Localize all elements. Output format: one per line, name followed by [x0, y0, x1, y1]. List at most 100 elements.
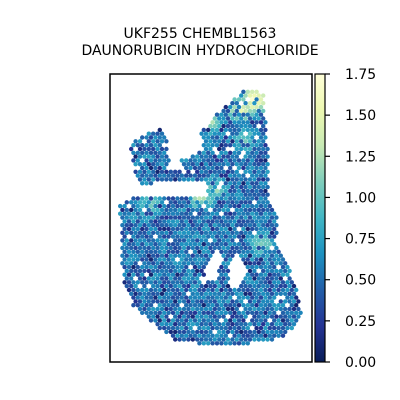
spot — [261, 101, 266, 106]
spot — [217, 283, 222, 289]
spot — [166, 272, 171, 277]
spot — [208, 314, 213, 319]
spot — [155, 276, 160, 281]
spot — [289, 287, 294, 293]
spot — [225, 299, 231, 304]
spot — [195, 291, 200, 296]
spot — [274, 268, 279, 274]
spot — [232, 104, 237, 110]
spot — [265, 192, 270, 197]
spot — [195, 283, 200, 289]
spot — [230, 306, 235, 312]
spot — [256, 154, 261, 159]
spot — [258, 219, 264, 224]
colorbar — [314, 73, 326, 363]
spot — [197, 150, 202, 155]
spot — [146, 146, 151, 152]
spot — [263, 127, 268, 133]
spot — [221, 207, 226, 213]
spot — [269, 283, 275, 289]
spot — [219, 295, 224, 300]
spot — [210, 203, 215, 209]
spot — [170, 249, 176, 254]
spot — [232, 203, 237, 209]
spot — [252, 123, 257, 129]
spot — [252, 108, 257, 114]
spot — [263, 264, 268, 270]
spot — [212, 131, 217, 136]
spot — [199, 291, 204, 296]
spot — [199, 322, 204, 327]
spot — [272, 249, 277, 254]
spot — [250, 97, 255, 102]
spot — [144, 158, 149, 163]
spot — [256, 215, 261, 220]
spot — [225, 184, 231, 190]
spot — [258, 295, 264, 300]
plot-frame — [109, 73, 313, 363]
spot — [142, 177, 147, 182]
spot — [175, 234, 180, 239]
spot — [254, 97, 259, 102]
spot — [173, 322, 178, 327]
spot — [153, 264, 158, 270]
spot — [186, 261, 191, 266]
spot — [170, 173, 176, 178]
spot — [278, 261, 283, 266]
spot — [267, 203, 272, 209]
spot — [206, 165, 211, 171]
spot — [133, 261, 138, 266]
spot — [188, 325, 193, 331]
spot — [252, 276, 257, 281]
spot — [159, 169, 165, 174]
spot — [261, 215, 266, 220]
spot — [177, 329, 182, 335]
spot — [175, 219, 180, 224]
spot — [177, 291, 182, 296]
spot — [223, 325, 228, 331]
spot — [221, 253, 226, 258]
spot — [241, 211, 246, 216]
spot — [263, 272, 268, 277]
spot — [195, 154, 200, 159]
spot — [291, 283, 297, 289]
spot — [192, 242, 198, 247]
spot — [129, 223, 134, 228]
spot — [258, 150, 264, 155]
spot — [250, 310, 255, 315]
spot — [181, 162, 187, 167]
spot — [208, 131, 213, 136]
spot — [203, 169, 209, 174]
spot — [201, 257, 206, 262]
spot — [225, 223, 231, 228]
spot — [166, 295, 171, 300]
spot — [274, 215, 279, 220]
spot — [212, 184, 217, 190]
spot — [263, 325, 268, 331]
spot — [234, 337, 239, 342]
spot — [261, 291, 266, 296]
spot — [212, 162, 217, 167]
spot — [214, 226, 220, 232]
spot — [168, 276, 173, 281]
spot — [186, 283, 191, 289]
spot — [241, 287, 246, 293]
spot — [173, 261, 178, 266]
spot — [285, 287, 290, 293]
spot — [263, 173, 268, 178]
spot — [267, 257, 272, 262]
spot — [256, 314, 261, 319]
spot — [236, 295, 242, 300]
spot — [177, 230, 182, 235]
spot — [188, 272, 193, 277]
spot — [157, 165, 162, 171]
spot — [239, 177, 244, 182]
spot — [241, 333, 246, 338]
spot — [186, 245, 191, 251]
spot — [217, 116, 222, 121]
spot — [265, 223, 270, 228]
spot — [146, 299, 151, 304]
spot — [219, 203, 224, 209]
spot — [186, 230, 191, 235]
spot — [140, 264, 145, 270]
